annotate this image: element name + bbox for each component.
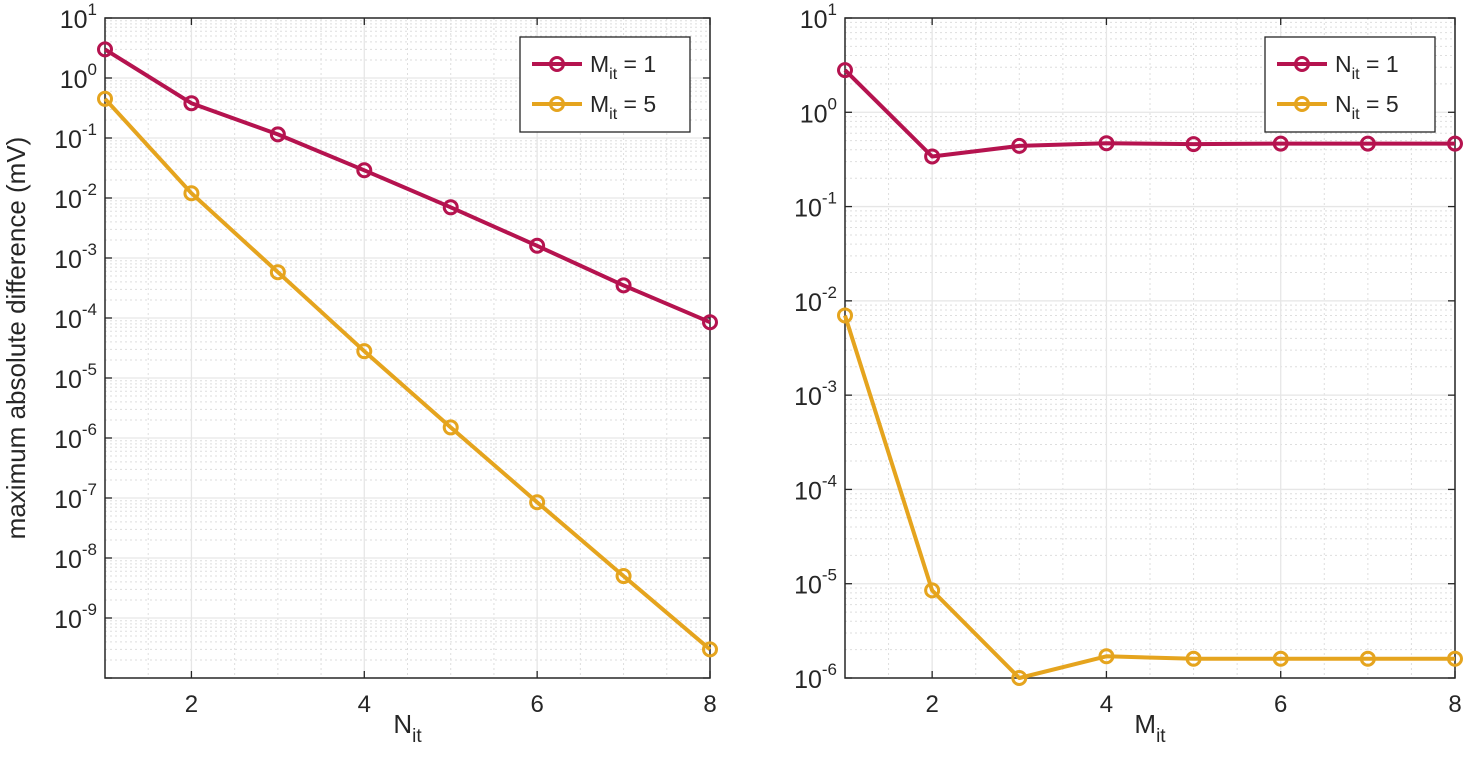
x-tick-label: 4 — [1100, 691, 1113, 718]
y-tick-label: 101 — [60, 0, 97, 34]
series-1 — [97, 41, 718, 331]
data-point — [837, 62, 853, 79]
data-point — [529, 237, 546, 254]
x-axis-title: Nit — [393, 709, 422, 747]
series-line — [843, 314, 1455, 680]
y-tick-label: 101 — [800, 0, 837, 34]
x-tick-label: 4 — [358, 691, 371, 718]
legend-entry: Nit = 5 — [1277, 91, 1399, 123]
minor-grid — [105, 18, 710, 678]
data-point — [702, 314, 718, 331]
data-point — [269, 264, 286, 281]
legend: Mit = 1 Mit = 5 — [519, 36, 691, 133]
data-point — [1011, 137, 1028, 154]
data-point — [1272, 650, 1289, 667]
y-tick-label: 10-2 — [794, 283, 837, 317]
x-tick-label: 8 — [1448, 691, 1461, 718]
data-point — [1098, 648, 1115, 665]
series-2 — [837, 307, 1463, 686]
y-tick-label: 100 — [60, 60, 97, 94]
data-point — [356, 162, 373, 179]
y-tick-label: 10-5 — [794, 566, 837, 600]
legend-entry: Mit = 5 — [532, 91, 656, 123]
legend-entry: Mit = 1 — [532, 51, 656, 83]
x-tick-label: 6 — [530, 691, 543, 718]
legend-label: Mit = 1 — [590, 51, 656, 83]
data-point — [356, 343, 373, 360]
data-point — [529, 494, 546, 511]
data-point — [1272, 135, 1289, 152]
legend-marker — [1294, 56, 1310, 72]
y-tick-label: 10-1 — [54, 120, 97, 154]
legend-marker — [1294, 96, 1310, 112]
y-tick-label: 10-1 — [794, 189, 837, 223]
x-tick-label: 8 — [703, 691, 716, 718]
y-tick-label: 10-7 — [54, 480, 97, 514]
legend-label: Nit = 1 — [1335, 51, 1399, 83]
series-line — [103, 47, 711, 325]
y-tick-label: 10-5 — [54, 360, 97, 394]
legend-marker — [549, 96, 565, 112]
y-tick-label: 100 — [800, 94, 837, 128]
data-point — [615, 277, 632, 294]
data-point — [1447, 650, 1463, 667]
series-line — [843, 68, 1455, 159]
chart-right: 2 4 6 8 101 100 10-1 10-2 10-3 10-4 10-5 10-6 Mit Nit… — [794, 0, 1463, 747]
x-tick-label: 2 — [925, 691, 938, 718]
y-tick-label: 10-3 — [54, 240, 97, 274]
data-point — [183, 95, 200, 112]
data-point — [97, 90, 113, 107]
data-point — [1098, 135, 1115, 152]
legend-entry: Nit = 1 — [1277, 51, 1399, 83]
data-point — [837, 307, 853, 324]
data-point — [1185, 650, 1202, 667]
legend-marker — [549, 56, 565, 72]
data-point — [702, 641, 718, 658]
y-tick-label: 10-3 — [794, 377, 837, 411]
legend-box — [1264, 36, 1436, 133]
axes-box — [844, 17, 1456, 679]
data-point — [183, 185, 200, 202]
y-tick-label: 10-4 — [54, 300, 97, 334]
chart-left: 2 4 6 8 101 100 10-1 10-2 10-3 10-4 10-5 10-6 10-7 10… — [1, 0, 718, 747]
series-2 — [97, 90, 718, 658]
data-point — [269, 126, 286, 143]
x-tick-label: 2 — [185, 691, 198, 718]
y-tick-label: 10-8 — [54, 540, 97, 574]
data-point — [442, 419, 459, 436]
data-point — [1185, 136, 1202, 153]
data-point — [1447, 135, 1463, 152]
y-tick-label: 10-2 — [54, 180, 97, 214]
legend-box — [519, 36, 691, 133]
legend-label: Nit = 5 — [1335, 91, 1399, 123]
y-tick-label: 10-6 — [54, 420, 97, 454]
data-point — [97, 41, 113, 58]
x-tick-label: 6 — [1274, 691, 1287, 718]
x-axis-title: Mit — [1134, 709, 1166, 747]
data-point — [1359, 650, 1376, 667]
data-point — [924, 148, 941, 165]
legend-label: Mit = 5 — [590, 91, 656, 123]
y-axis-title: maximum absolute difference (mV) — [1, 137, 31, 540]
series-line — [103, 97, 712, 651]
y-tick-label: 10-9 — [54, 600, 97, 634]
data-point — [615, 568, 632, 585]
y-tick-label: 10-4 — [794, 471, 837, 505]
series-1 — [837, 62, 1463, 165]
data-point — [442, 199, 459, 216]
axes-box — [104, 17, 711, 679]
data-point — [1359, 135, 1376, 152]
y-tick-label: 10-6 — [794, 660, 837, 694]
legend: Nit = 1 Nit = 5 — [1264, 36, 1436, 133]
data-point — [1011, 670, 1028, 686]
data-point — [924, 582, 941, 599]
